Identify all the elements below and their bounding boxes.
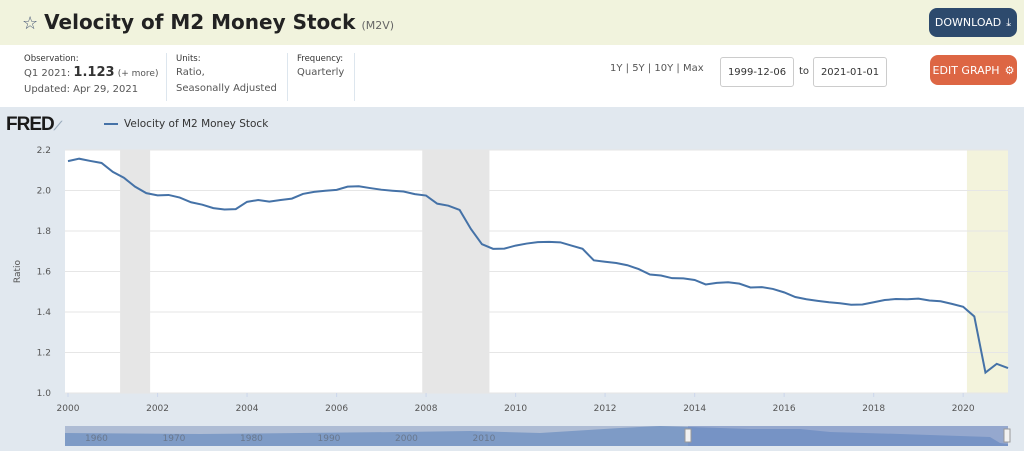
download-label: DOWNLOAD (934, 16, 1002, 29)
navigator-selection (688, 426, 1008, 446)
legend: Velocity of M2 Money Stock (104, 118, 268, 130)
download-icon: ⤓ (1006, 15, 1012, 29)
navigator-tick-label: 2010 (473, 434, 496, 444)
legend-label: Velocity of M2 Money Stock (124, 118, 269, 130)
x-tick-label: 2018 (862, 404, 885, 414)
download-button[interactable]: DOWNLOAD ⤓ (929, 8, 1017, 37)
series-title: Velocity of M2 Money Stock (44, 10, 356, 34)
gear-icon: ⚙ (1004, 63, 1015, 77)
navigator-tick-label: 1960 (85, 434, 108, 444)
y-tick-label: 1.6 (37, 268, 52, 278)
fred-logo: FRED⟋ (6, 114, 62, 135)
y-tick-label: 2.2 (37, 146, 51, 156)
y-tick-label: 1.2 (37, 349, 51, 359)
x-tick-label: 2004 (236, 404, 259, 414)
start-date-input[interactable]: 1999-12-06 (720, 57, 794, 87)
divider (354, 53, 355, 101)
page-title: ☆ Velocity of M2 Money Stock (M2V) (22, 10, 394, 34)
observation-period: Q1 2021: (24, 68, 71, 79)
navigator-handle[interactable] (684, 428, 692, 443)
x-tick-label: 2010 (504, 404, 527, 414)
end-date-input[interactable]: 2021-01-01 (813, 57, 887, 87)
range-links[interactable]: 1Y | 5Y | 10Y | Max (610, 63, 704, 74)
edit-graph-label: EDIT GRAPH (932, 63, 1000, 77)
x-tick-label: 2008 (415, 404, 438, 414)
y-tick-label: 1.0 (37, 389, 52, 399)
navigator-handle[interactable] (1003, 428, 1011, 443)
units-label: Units: (176, 54, 201, 64)
units-adjustment: Seasonally Adjusted (176, 83, 277, 94)
info-bar: Observation: Q1 2021: 1.123 (+ more) Upd… (0, 45, 1024, 107)
navigator-tick-label: 2000 (395, 434, 418, 444)
x-tick-label: 2002 (146, 404, 169, 414)
x-tick-label: 2014 (683, 404, 706, 414)
title-bar: ☆ Velocity of M2 Money Stock (M2V) DOWNL… (0, 0, 1024, 45)
frequency-value: Quarterly (297, 67, 345, 78)
x-tick-label: 2016 (773, 404, 796, 414)
divider (287, 53, 288, 101)
updated-date: Updated: Apr 29, 2021 (24, 84, 139, 95)
y-axis-label: Ratio (13, 259, 23, 283)
more-link[interactable]: (+ more) (117, 69, 159, 79)
units-value: Ratio, (176, 67, 205, 78)
frequency-block: Frequency: Quarterly (297, 53, 344, 81)
x-tick-label: 2006 (325, 404, 348, 414)
x-tick-label: 2012 (594, 404, 617, 414)
x-tick-label: 2000 (57, 404, 80, 414)
to-label: to (799, 66, 810, 77)
legend-swatch (104, 123, 118, 125)
x-tick-label: 2020 (952, 404, 975, 414)
y-tick-label: 1.8 (37, 227, 52, 237)
frequency-label: Frequency: (297, 54, 344, 64)
star-outline-icon[interactable]: ☆ (22, 13, 39, 34)
y-tick-label: 2.0 (37, 187, 52, 197)
navigator-tick-label: 1990 (318, 434, 341, 444)
series-id: (M2V) (361, 19, 395, 32)
units-block: Units: Ratio, Seasonally Adjusted (176, 53, 277, 97)
y-tick-label: 1.4 (37, 308, 52, 318)
edit-graph-button[interactable]: EDIT GRAPH ⚙ (930, 55, 1017, 85)
navigator-area (65, 426, 1008, 446)
observation-label: Observation: (24, 54, 79, 64)
divider (166, 53, 167, 101)
navigator-tick-label: 1980 (240, 434, 263, 444)
observation-value: 1.123 (73, 65, 115, 80)
navigator-tick-label: 1970 (163, 434, 186, 444)
observation-block: Observation: Q1 2021: 1.123 (+ more) Upd… (24, 53, 158, 98)
navigator[interactable]: 1960 1970 1980 1990 2000 2010 (65, 426, 1011, 446)
